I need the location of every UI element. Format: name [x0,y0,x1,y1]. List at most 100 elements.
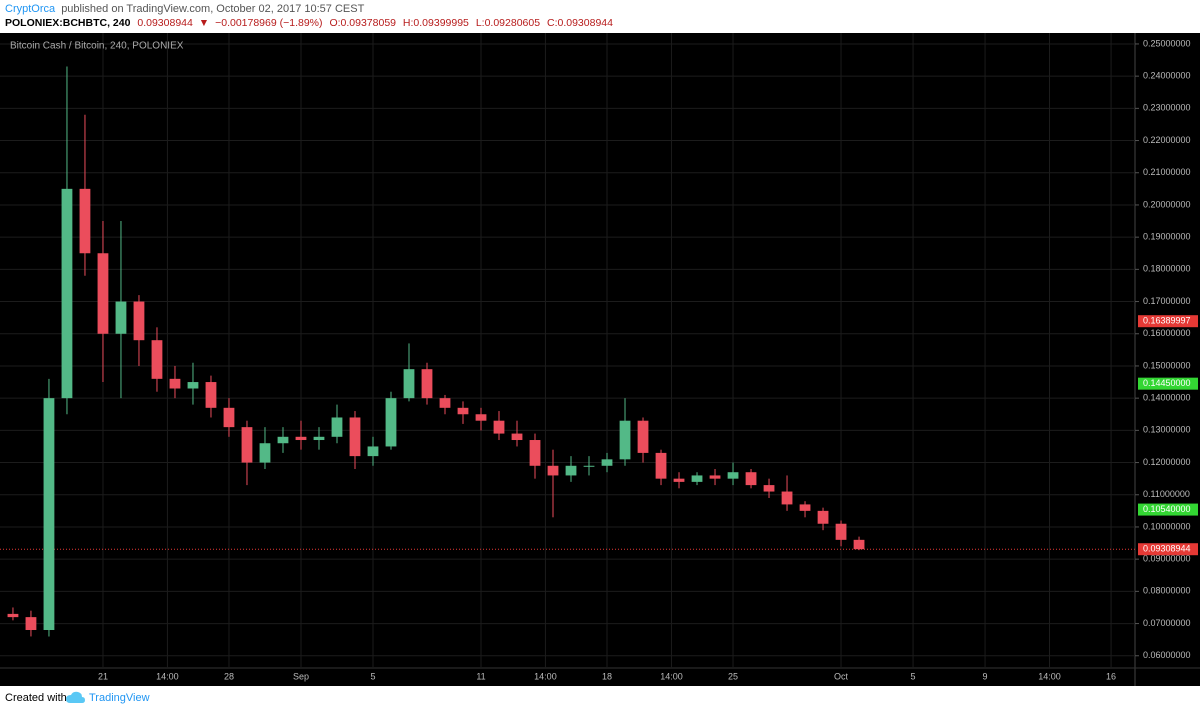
candle-body [601,459,613,466]
candle-body [385,398,397,447]
y-tick-label: 0.21000000 [1143,167,1191,177]
y-tick-label: 0.06000000 [1143,650,1191,660]
arrow: ▼ [199,17,209,29]
candle-body [403,369,415,399]
candle-body [457,407,469,415]
y-tick-label: 0.09000000 [1143,554,1191,564]
candle-body [25,617,37,631]
y-tick-label: 0.20000000 [1143,199,1191,209]
candle-body [61,188,73,399]
footer-created: Created with [5,692,67,704]
candle-body [223,407,235,428]
x-tick-label: 5 [370,671,375,681]
price-label: 0.09308944 [1143,544,1191,554]
y-tick-label: 0.25000000 [1143,38,1191,48]
candle-body [349,417,361,457]
y-tick-label: 0.23000000 [1143,103,1191,113]
close: C:0.09308944 [547,17,613,29]
candle-body [421,369,433,399]
symbol: POLONIEX:BCHBTC, 240 [5,17,131,29]
candle-body [727,472,739,479]
y-tick-label: 0.14000000 [1143,393,1191,403]
x-tick-label: 5 [911,671,916,681]
y-tick-label: 0.07000000 [1143,618,1191,628]
x-tick-label: Sep [293,671,309,681]
candle-body [259,443,271,463]
x-tick-label: 25 [728,671,738,681]
price-label: 0.14450000 [1143,378,1191,388]
y-tick-label: 0.22000000 [1143,135,1191,145]
y-tick-label: 0.17000000 [1143,296,1191,306]
published: published on TradingView.com, October 02… [61,3,364,15]
footer-bar [0,686,1200,711]
candle-body [619,420,631,460]
y-tick-label: 0.13000000 [1143,425,1191,435]
candle-body [529,440,541,466]
x-tick-label: 14:00 [534,671,557,681]
open: O:0.09378059 [329,17,396,29]
chart-title: Bitcoin Cash / Bitcoin, 240, POLONIEX [10,41,184,52]
y-tick-label: 0.10000000 [1143,521,1191,531]
chart-background [0,33,1200,686]
last: 0.09308944 [137,17,193,29]
candle-body [493,420,505,434]
x-tick-label: Oct [834,671,849,681]
candle-body [97,253,109,334]
candle-body [781,491,793,505]
candle-body [817,510,829,524]
candle-body [79,188,91,254]
candle-body [43,398,55,631]
y-tick-label: 0.19000000 [1143,232,1191,242]
candle-body [799,504,811,511]
author[interactable]: CryptOrca [5,3,56,15]
candle-body [673,478,685,482]
candle-body [691,475,703,482]
low: L:0.09280605 [476,17,540,29]
candle-body [277,436,289,444]
y-tick-label: 0.24000000 [1143,71,1191,81]
price-label: 0.10540000 [1143,504,1191,514]
candle-body [7,613,19,618]
y-tick-label: 0.16000000 [1143,328,1191,338]
y-tick-label: 0.08000000 [1143,586,1191,596]
candle-body [655,452,667,479]
candle-body [511,433,523,441]
candle-body [367,446,379,457]
axes: 0.06000000 0.07000000 0.08000000 0.09000000… [98,38,1198,681]
x-tick-label: 21 [98,671,108,681]
candle-body [295,436,307,441]
footer-logo [66,691,85,703]
header-line: CryptOrca published on TradingView.com, … [5,3,365,15]
candle-body [835,523,847,540]
y-tick-label: 0.12000000 [1143,457,1191,467]
high: H:0.09399995 [403,17,469,29]
candle-body [853,539,865,550]
price-label-box [1138,543,1198,556]
x-tick-label: 18 [602,671,612,681]
candle-body [151,340,163,379]
candle-body [133,301,145,341]
candle-body [745,472,757,486]
candle-body [475,414,487,421]
grid [0,33,1135,668]
price-label: 0.16389997 [1143,316,1191,326]
x-tick-label: 28 [224,671,234,681]
candle-body [241,427,253,463]
x-tick-label: 9 [983,671,988,681]
candle-body [331,417,343,437]
price-label-box [1138,503,1198,516]
candle-body [565,465,577,476]
candle-body [439,398,451,408]
candles [7,66,865,637]
y-tick-label: 0.11000000 [1143,489,1190,499]
candle-body [187,382,199,389]
price-label-box [1138,315,1198,328]
candle-body [313,436,325,441]
candle-body [637,420,649,453]
candle-body [169,378,181,389]
x-tick-label: 14:00 [1038,671,1061,681]
candle-body [547,465,559,476]
y-tick-label: 0.18000000 [1143,264,1191,274]
footer-brand[interactable]: TradingView [89,692,150,704]
candle-body [205,382,217,408]
